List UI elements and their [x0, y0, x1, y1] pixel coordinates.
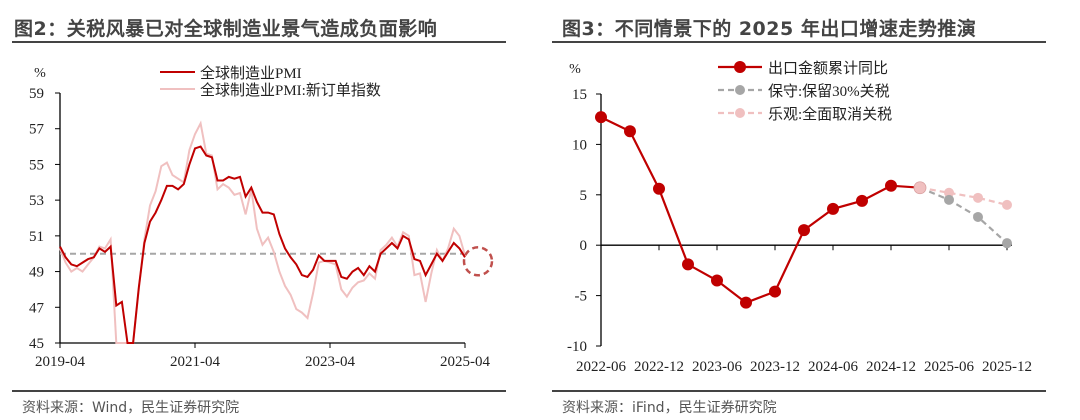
left-series-line-1 — [59, 120, 466, 344]
right-series-point-2 — [1002, 199, 1012, 210]
left-legend-label-0: 全球制造业PMI — [200, 64, 302, 82]
right-series-point-0 — [856, 194, 868, 207]
right-y-unit: % — [569, 62, 581, 77]
left-x-tick-label: 2023-04 — [305, 354, 355, 370]
left-annotation-circle — [462, 246, 494, 277]
left-y-unit: % — [34, 66, 46, 81]
right-series-point-1 — [1002, 238, 1012, 249]
right-title-rule — [552, 41, 1046, 43]
left-y-tick-label: 57 — [29, 122, 45, 138]
right-y-tick-label: 10 — [572, 137, 587, 153]
right-series-point-0 — [653, 182, 665, 195]
right-x-tick-label: 2022-12 — [634, 359, 684, 375]
right-y-tick-label: -10 — [567, 339, 587, 355]
right-y-tick-label: 0 — [580, 238, 588, 254]
right-x-tick-label: 2023-06 — [692, 359, 742, 375]
right-series-point-0 — [769, 285, 781, 298]
left-title-rule — [12, 41, 506, 43]
left-chart-title: 图2：关税风暴已对全球制造业景气造成负面影响 — [14, 18, 438, 40]
right-series-point-2 — [944, 187, 954, 198]
right-series-point-0 — [885, 179, 897, 192]
left-y-tick-label: 49 — [29, 265, 44, 281]
right-legend-marker-2 — [735, 108, 745, 118]
right-series-point-2 — [973, 192, 983, 203]
right-legend-label-0: 出口金额累计同比 — [768, 60, 888, 77]
right-series-point-0 — [682, 258, 694, 271]
right-x-tick-label: 2025-12 — [982, 359, 1032, 375]
right-series-line-2 — [919, 186, 1008, 206]
right-source: 资料来源：iFind，民生证券研究院 — [562, 400, 777, 416]
right-x-tick-label: 2023-12 — [750, 359, 800, 375]
right-legend-marker-1 — [735, 85, 745, 95]
right-series-point-0 — [740, 296, 752, 309]
right-y-tick-label: -5 — [575, 289, 588, 305]
left-y-tick-label: 47 — [29, 300, 45, 316]
left-source: 资料来源：Wind，民生证券研究院 — [22, 400, 240, 416]
right-series-point-0 — [595, 111, 607, 124]
left-x-tick-label: 2021-04 — [170, 354, 220, 370]
right-x-tick-label: 2025-06 — [924, 359, 974, 375]
right-chart-title: 图3：不同情景下的 2025 年出口增速走势推演 — [562, 18, 977, 40]
right-series-point-0 — [798, 224, 810, 237]
right-series-line-0 — [600, 116, 921, 304]
right-legend-label-2: 乐观:全面取消关税 — [768, 105, 892, 123]
left-y-tick-label: 55 — [29, 157, 44, 173]
right-series-point-0 — [711, 274, 723, 287]
right-x-tick-label: 2024-06 — [808, 359, 858, 375]
left-x-tick-label: 2025-04 — [440, 354, 490, 370]
right-series-point-1 — [973, 211, 983, 222]
right-series-point-0 — [827, 202, 839, 215]
left-y-tick-label: 51 — [29, 229, 44, 245]
right-legend-marker-0 — [734, 61, 746, 73]
right-y-tick-label: 15 — [572, 87, 587, 103]
left-y-tick-label: 59 — [29, 86, 44, 102]
left-legend-label-1: 全球制造业PMI:新订单指数 — [200, 81, 381, 99]
right-series-point-1 — [944, 194, 954, 205]
right-series-line-1 — [919, 186, 1008, 245]
right-series-point-0 — [624, 125, 636, 138]
left-x-tick-label: 2019-04 — [35, 354, 85, 370]
right-y-tick-label: 5 — [580, 188, 588, 204]
right-legend-label-1: 保守:保留30%关税 — [768, 83, 890, 100]
right-junction-point — [913, 181, 927, 195]
left-y-tick-label: 45 — [29, 336, 44, 352]
right-source-rule — [552, 390, 1046, 392]
left-series-line-0 — [59, 145, 466, 344]
left-source-rule — [12, 390, 506, 392]
left-y-tick-label: 53 — [29, 193, 44, 209]
right-x-tick-label: 2022-06 — [576, 359, 626, 375]
right-x-tick-label: 2024-12 — [866, 359, 916, 375]
